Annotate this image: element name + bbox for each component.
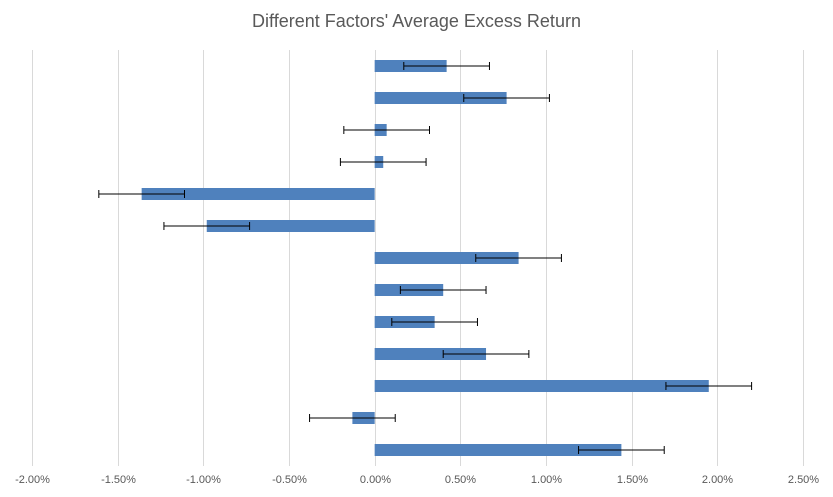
bar [374,380,709,392]
x-tick-label: 0.50% [445,474,476,486]
error-bar [343,126,430,134]
bar [374,252,519,264]
bar-layer [141,60,709,456]
error-bar [665,382,753,390]
tick-label-layer: -2.00% -1.50% -1.00% -0.50% 0.00% 0.50% 1.00% 1… [15,474,819,486]
error-bar [98,190,185,198]
chart-title: Different Factors' Average Excess Return [252,11,581,31]
x-tick-label: 0.00% [360,474,391,486]
x-tick-label: 2.50% [788,474,819,486]
x-tick-label: 1.50% [617,474,648,486]
bar [141,188,375,200]
error-bar [399,286,487,294]
x-tick-label: -1.50% [101,474,136,486]
error-bar [309,414,396,422]
x-tick-label: -2.00% [15,474,50,486]
error-bar-layer [98,62,753,454]
bar [374,444,622,456]
error-bar [475,254,562,262]
error-bar [391,318,478,326]
bar [206,220,375,232]
x-tick-label: 1.00% [531,474,562,486]
x-tick-label: -0.50% [272,474,307,486]
error-bar [442,350,530,358]
bar [374,92,507,104]
error-bar [463,94,550,102]
error-bar [163,222,251,230]
error-bar [339,158,427,166]
x-tick-label: 2.00% [702,474,733,486]
bar [374,348,487,360]
x-tick-label: -1.00% [186,474,221,486]
error-bar [578,446,665,454]
error-bar [403,62,490,70]
